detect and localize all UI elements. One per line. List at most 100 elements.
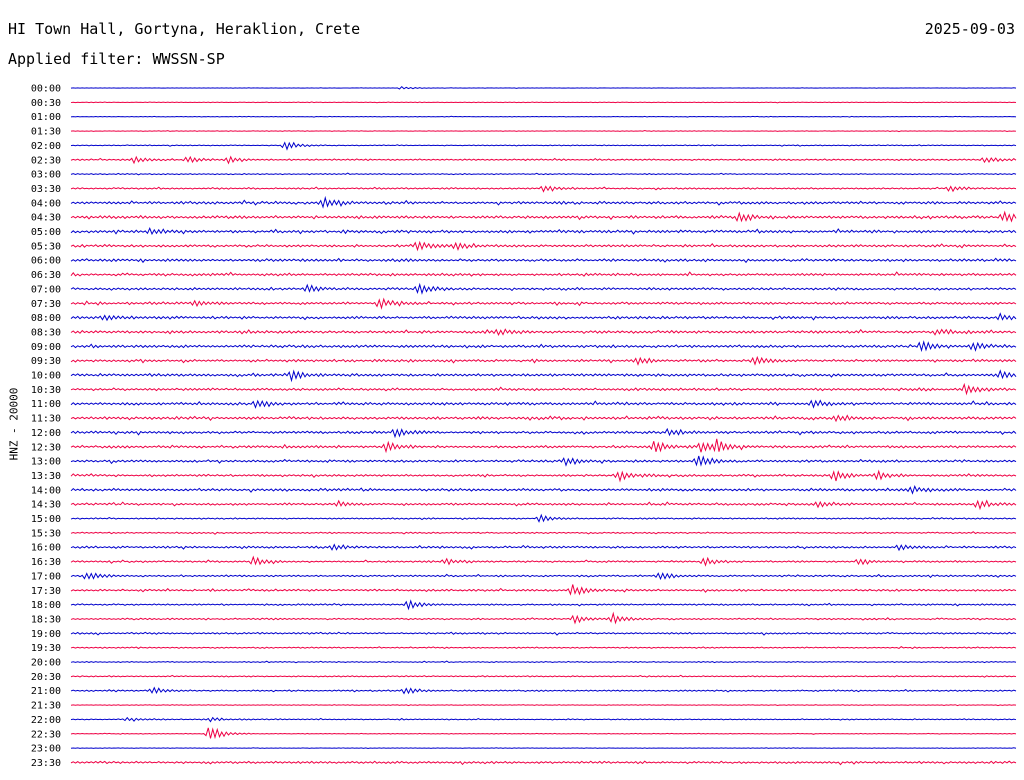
trace-row-0030 [70, 101, 1017, 104]
trace-row-1200 [70, 427, 1017, 439]
trace-row-2100 [70, 686, 1017, 695]
row-tick-label: 05:00 [31, 227, 61, 238]
trace-row-0400 [70, 195, 1017, 209]
trace-row-1130 [70, 414, 1017, 423]
trace-row-1600 [70, 543, 1017, 552]
row-tick-label: 07:30 [31, 299, 61, 310]
row-tick-label: 05:30 [31, 241, 61, 252]
trace-row-0830 [70, 328, 1017, 336]
trace-row-1330 [70, 469, 1017, 483]
trace-row-0530 [70, 240, 1017, 252]
row-tick-label: 01:30 [31, 127, 61, 138]
filter-label: Applied filter: WWSSN-SP [8, 50, 225, 68]
row-tick-label: 16:00 [31, 543, 61, 554]
row-tick-label: 21:30 [31, 701, 61, 712]
trace-row-1730 [70, 584, 1017, 596]
row-tick-label: 22:30 [31, 729, 61, 740]
row-tick-label: 22:00 [31, 715, 61, 726]
row-tick-label: 17:30 [31, 586, 61, 597]
trace-row-1900 [70, 631, 1017, 636]
row-tick-label: 23:00 [31, 744, 61, 755]
trace-row-1800 [70, 599, 1017, 611]
row-tick-label: 09:00 [31, 342, 61, 353]
row-tick-label: 00:30 [31, 98, 61, 109]
trace-row-0930 [70, 355, 1017, 366]
trace-row-2330 [70, 760, 1017, 766]
row-tick-label: 02:30 [31, 155, 61, 166]
row-tick-label: 13:00 [31, 457, 61, 468]
row-tick-label: 04:30 [31, 213, 61, 224]
trace-row-0430 [70, 210, 1017, 223]
row-tick-label: 12:00 [31, 428, 61, 439]
row-tick-label: 13:30 [31, 471, 61, 482]
row-tick-label: 17:00 [31, 571, 61, 582]
row-tick-label: 02:00 [31, 141, 61, 152]
trace-row-1500 [70, 513, 1017, 523]
row-tick-label: 11:00 [31, 399, 61, 410]
row-tick-label: 14:00 [31, 485, 61, 496]
row-tick-label: 08:30 [31, 327, 61, 338]
trace-row-1300 [70, 455, 1017, 467]
row-tick-label: 15:00 [31, 514, 61, 525]
row-tick-label: 18:30 [31, 614, 61, 625]
trace-row-1000 [70, 369, 1017, 383]
row-tick-label: 04:00 [31, 198, 61, 209]
trace-row-1700 [70, 572, 1017, 581]
row-tick-label: 18:00 [31, 600, 61, 611]
row-tick-label: 09:30 [31, 356, 61, 367]
trace-row-2030 [70, 674, 1017, 678]
row-tick-label: 21:00 [31, 686, 61, 697]
row-tick-label: 01:00 [31, 112, 61, 123]
trace-row-0900 [70, 340, 1017, 353]
trace-row-0700 [70, 282, 1017, 295]
trace-row-1230 [70, 438, 1017, 454]
trace-row-1630 [70, 555, 1017, 567]
row-tick-label: 15:30 [31, 528, 61, 539]
row-tick-label: 20:00 [31, 658, 61, 669]
trace-row-2200 [70, 716, 1017, 723]
trace-row-0100 [70, 115, 1017, 118]
row-tick-label: 07:00 [31, 284, 61, 295]
row-tick-label: 12:30 [31, 442, 61, 453]
row-tick-label: 11:30 [31, 414, 61, 425]
row-tick-label: 23:30 [31, 758, 61, 769]
trace-row-0230 [70, 155, 1017, 165]
trace-row-0300 [70, 172, 1017, 176]
row-tick-label: 14:30 [31, 500, 61, 511]
date-label: 2025-09-03 [924, 20, 1015, 38]
row-tick-label: 06:30 [31, 270, 61, 281]
trace-row-1030 [70, 382, 1017, 396]
trace-row-0330 [70, 185, 1017, 193]
trace-row-2130 [70, 704, 1017, 707]
trace-row-2000 [70, 660, 1017, 664]
trace-row-1430 [70, 499, 1017, 511]
trace-row-1530 [70, 531, 1017, 535]
trace-row-1930 [70, 646, 1017, 650]
trace-row-0600 [70, 257, 1017, 264]
row-tick-label: 03:00 [31, 170, 61, 181]
trace-row-0130 [70, 130, 1017, 133]
row-tick-label: 10:00 [31, 371, 61, 382]
row-tick-label: 00:00 [31, 84, 61, 95]
trace-row-0730 [70, 297, 1017, 310]
trace-row-0800 [70, 312, 1017, 322]
row-tick-label: 19:00 [31, 629, 61, 640]
row-tick-label: 08:00 [31, 313, 61, 324]
trace-row-0000 [70, 85, 1017, 90]
trace-row-2230 [70, 727, 1017, 740]
trace-row-2300 [70, 747, 1017, 750]
trace-row-0200 [70, 141, 1017, 151]
row-tick-label: 20:30 [31, 672, 61, 683]
station-title: HI Town Hall, Gortyna, Heraklion, Crete [8, 20, 361, 38]
trace-row-1100 [70, 399, 1017, 409]
row-tick-label: 06:00 [31, 256, 61, 267]
trace-row-1830 [70, 611, 1017, 625]
row-tick-label: 03:30 [31, 184, 61, 195]
trace-row-0630 [70, 271, 1017, 277]
row-tick-label: 19:30 [31, 643, 61, 654]
row-tick-label: 10:30 [31, 385, 61, 396]
row-tick-label: 16:30 [31, 557, 61, 568]
trace-row-0500 [70, 226, 1017, 236]
trace-row-1400 [70, 485, 1017, 495]
